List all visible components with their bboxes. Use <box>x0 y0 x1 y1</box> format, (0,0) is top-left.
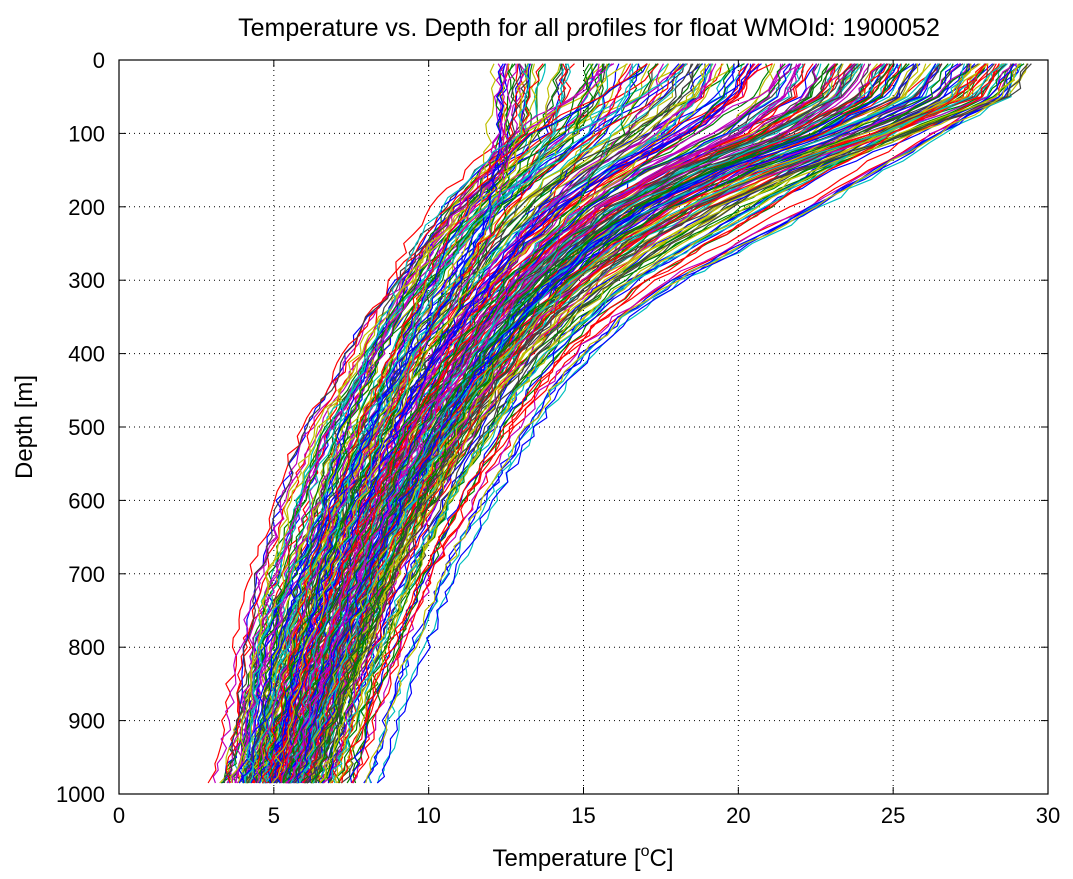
profile-line <box>310 63 968 784</box>
profile-line <box>367 63 1022 784</box>
profile-line <box>319 63 1028 784</box>
profile-line <box>225 63 520 784</box>
chart-title: Temperature vs. Depth for all profiles f… <box>238 14 940 42</box>
profile-line <box>290 63 688 784</box>
profile-line <box>304 63 1032 784</box>
x-tick-label: 30 <box>1036 803 1060 828</box>
profile-line <box>276 63 688 784</box>
profile-line <box>255 63 699 784</box>
profile-line <box>219 63 496 784</box>
profile-line <box>212 63 508 784</box>
profile-line <box>272 63 750 783</box>
profile-line <box>286 63 791 784</box>
profile-line <box>288 63 893 784</box>
profile-line <box>349 63 1015 784</box>
y-tick-label: 300 <box>68 268 105 293</box>
profile-line <box>331 63 966 784</box>
axis-ticks <box>118 59 1049 795</box>
profile-line <box>293 63 818 784</box>
x-tick-label: 25 <box>881 803 905 828</box>
x-axis-title: Temperature [oC] <box>493 843 674 872</box>
y-tick-label: 800 <box>68 635 105 660</box>
profile-line <box>365 63 1019 784</box>
profile-line <box>285 63 866 784</box>
profile-line <box>296 63 937 784</box>
profile-line <box>281 63 800 784</box>
profile-line <box>261 63 648 784</box>
profile-line <box>341 63 986 784</box>
profile-line <box>329 63 970 784</box>
profile-line <box>223 63 523 784</box>
profile-line <box>298 63 989 784</box>
profile-line <box>277 63 754 784</box>
y-tick-label: 400 <box>68 342 105 367</box>
profile-line <box>282 63 731 784</box>
profile-line <box>251 63 568 784</box>
x-tick-label: 0 <box>113 803 125 828</box>
profile-line <box>351 63 987 784</box>
plot-area <box>118 59 1049 795</box>
profile-line <box>229 63 561 784</box>
x-tick-label: 10 <box>416 803 440 828</box>
x-tick-label: 20 <box>726 803 750 828</box>
y-tick-label: 100 <box>68 121 105 146</box>
profile-line <box>282 63 786 784</box>
profile-line <box>242 63 504 784</box>
profile-line <box>299 63 1006 784</box>
profile-line <box>261 63 736 784</box>
profile-line <box>271 63 710 784</box>
x-tick-label: 5 <box>268 803 280 828</box>
profile-line <box>293 63 995 784</box>
profile-line <box>244 63 516 784</box>
y-tick-label: 900 <box>68 709 105 734</box>
profile-line <box>312 63 940 784</box>
y-tick-labels: 0 100 200 300 400 500 600 700 800 900 1000 <box>56 48 105 807</box>
profile-line <box>363 63 1021 784</box>
y-axis-title: Depth [m] <box>11 375 38 479</box>
x-tick-label: 15 <box>571 803 595 828</box>
x-axis-title-superscript: o <box>641 843 650 860</box>
profile-line <box>255 63 659 784</box>
y-tick-label: 700 <box>68 562 105 587</box>
profile-line <box>305 63 798 784</box>
y-tick-label: 500 <box>68 415 105 440</box>
y-tick-label: 200 <box>68 195 105 220</box>
x-axis-title-unit: C] <box>649 845 673 872</box>
profile-line <box>258 63 608 784</box>
profile-line <box>249 63 713 784</box>
y-tick-label: 600 <box>68 488 105 513</box>
y-tick-label: 1000 <box>56 782 105 807</box>
profile-line <box>263 63 611 784</box>
y-tick-label: 0 <box>93 48 105 73</box>
profile-line <box>274 63 648 784</box>
profile-lines <box>207 63 1032 784</box>
profile-line <box>244 63 531 784</box>
profile-line <box>234 63 613 784</box>
profile-line <box>242 63 628 784</box>
profile-line <box>352 63 1012 784</box>
x-axis-title-text: Temperature [ <box>493 845 641 872</box>
x-tick-labels: 0 5 10 15 20 25 30 <box>113 803 1060 828</box>
